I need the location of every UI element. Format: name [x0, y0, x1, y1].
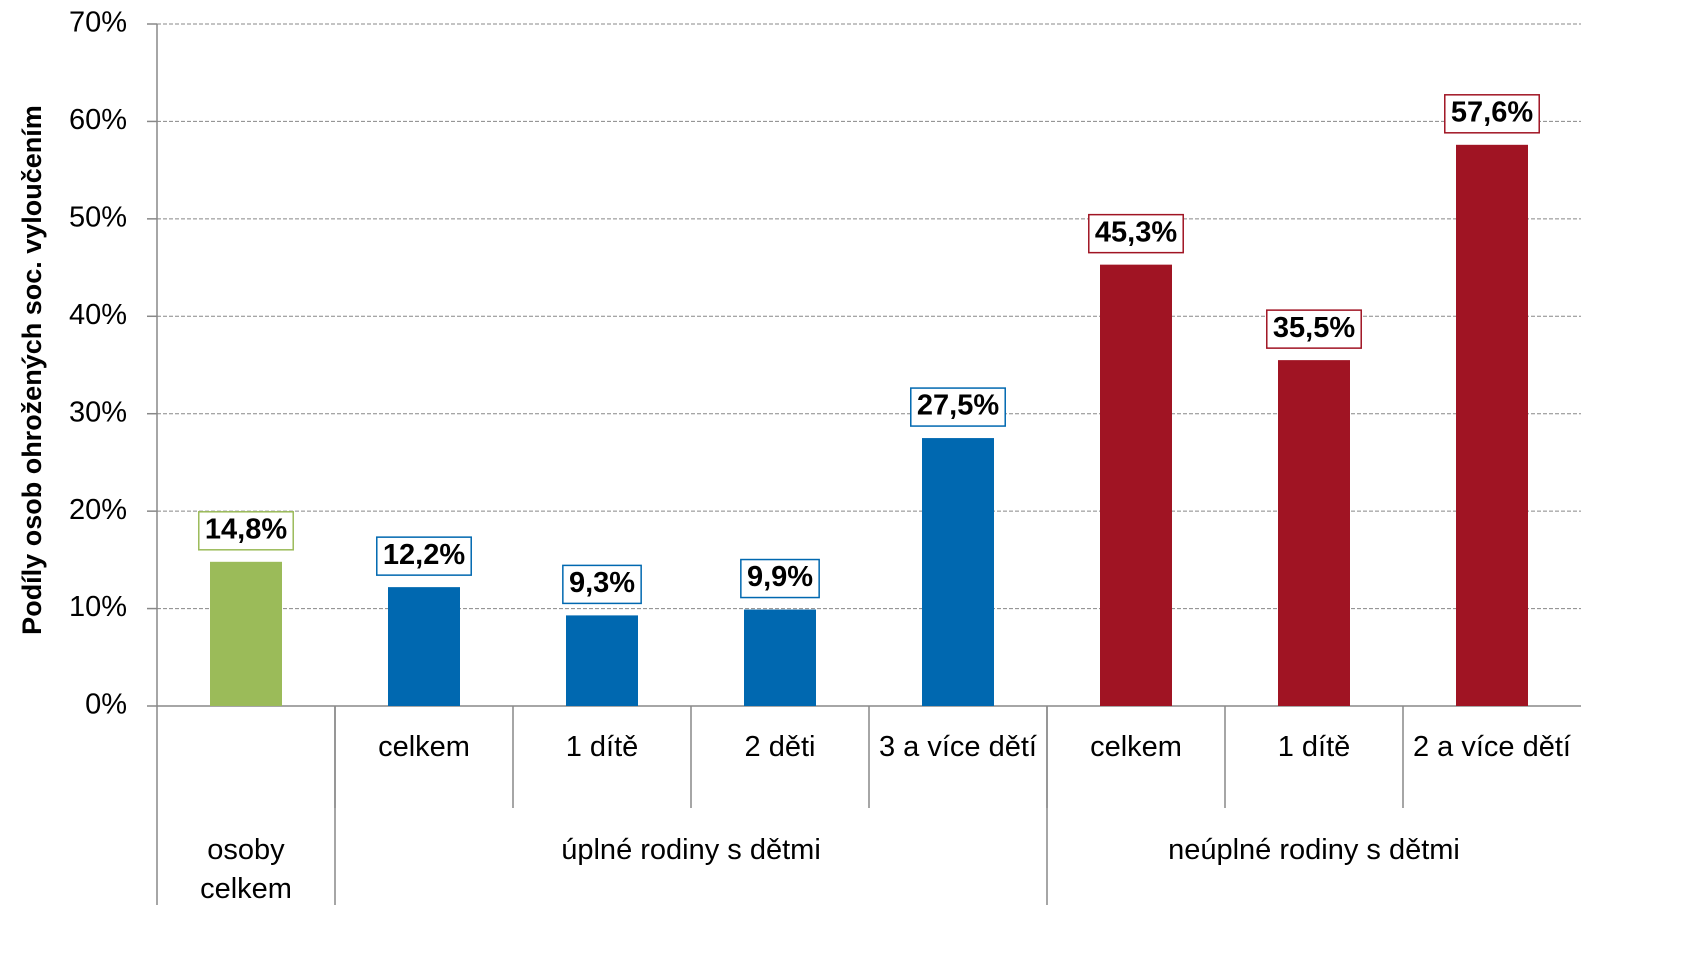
value-label: 57,6%: [1451, 96, 1533, 128]
value-label: 14,8%: [205, 513, 287, 545]
value-label-box: [198, 511, 294, 551]
x-tick-label: 1 dítě: [1277, 731, 1351, 763]
y-tick-label: 20%: [69, 494, 127, 526]
value-label: 9,3%: [569, 567, 635, 599]
value-label-box: [1444, 94, 1540, 134]
y-tick-label: 60%: [69, 104, 127, 136]
y-tick-label: 30%: [69, 396, 127, 428]
value-label: 35,5%: [1273, 312, 1355, 344]
x-tick-label: celkem: [1090, 731, 1182, 763]
x-tick-label: 1 dítě: [565, 731, 639, 763]
x-tick-label: 2 a více dětí: [1413, 731, 1571, 763]
group-label: úplné rodiny s dětmi: [561, 834, 821, 866]
y-tick-label: 0%: [85, 689, 127, 721]
value-label-box: [1266, 309, 1362, 349]
bar: [1100, 264, 1172, 706]
bar: [744, 609, 816, 706]
value-label: 12,2%: [383, 539, 465, 571]
bar: [210, 561, 282, 706]
value-label: 45,3%: [1095, 216, 1177, 248]
y-axis-label: Podíly osob ohrožených soc. vyloučením: [17, 105, 47, 635]
bar: [566, 615, 638, 706]
bar: [1456, 144, 1528, 707]
x-tick-label: 2 děti: [744, 731, 816, 763]
y-tick-label: 50%: [69, 202, 127, 234]
value-label-box: [740, 558, 820, 599]
x-tick-label: celkem: [378, 731, 470, 763]
bar: [922, 438, 994, 706]
group-label: osoby celkem: [200, 834, 292, 905]
y-tick-label: 10%: [69, 591, 127, 623]
bar: [388, 587, 460, 706]
x-tick-label: 3 a více dětí: [879, 731, 1037, 763]
group-label: neúplné rodiny s dětmi: [1168, 834, 1460, 866]
value-label-box: [562, 564, 642, 605]
value-label: 27,5%: [917, 390, 999, 422]
bar: [1278, 360, 1350, 706]
value-label-box: [910, 387, 1006, 427]
y-tick-label: 40%: [69, 299, 127, 331]
value-label-box: [1088, 213, 1184, 254]
value-label-box: [376, 536, 472, 576]
value-label: 9,9%: [747, 561, 813, 593]
y-tick-label: 70%: [69, 7, 127, 39]
